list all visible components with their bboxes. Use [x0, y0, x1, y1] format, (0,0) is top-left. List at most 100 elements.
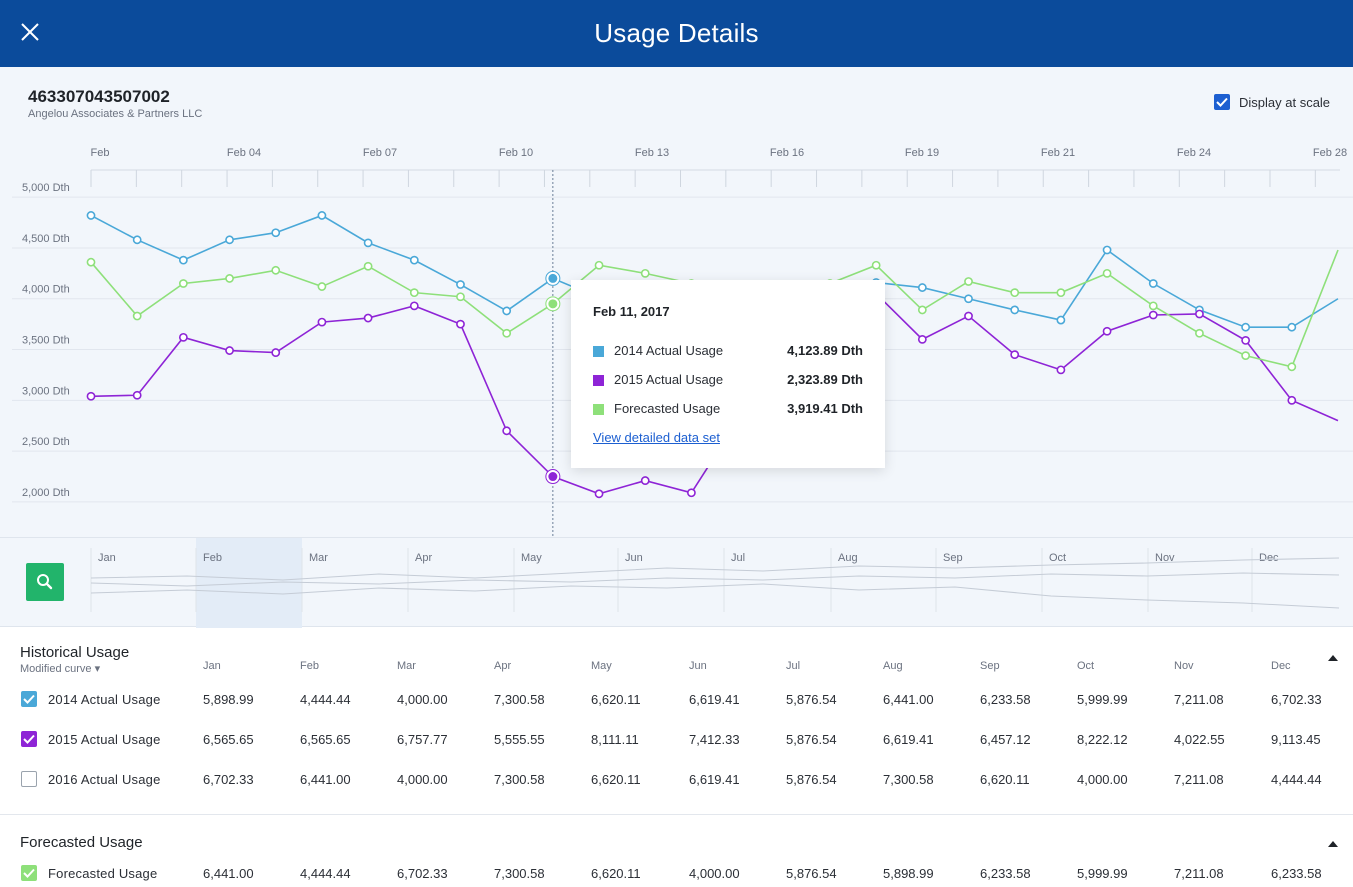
data-point[interactable]	[917, 305, 927, 315]
data-point[interactable]	[86, 257, 96, 267]
data-point[interactable]	[1102, 245, 1112, 255]
data-point[interactable]	[546, 470, 560, 484]
data-point[interactable]	[1287, 362, 1297, 372]
y-tick-label: 3,500 Dth	[22, 335, 70, 347]
tooltip-label-2015: 2015 Actual Usage	[614, 372, 724, 387]
navigator-month-label: Aug	[838, 552, 858, 564]
range-navigator[interactable]: Jan Feb Mar Apr May Jun Jul Aug Sep Oct Nov Dec	[0, 537, 1353, 628]
table-cell: 4,000.00	[689, 866, 740, 881]
data-point[interactable]	[594, 489, 604, 499]
data-point[interactable]	[225, 235, 234, 245]
data-point[interactable]	[456, 319, 465, 329]
data-point[interactable]	[86, 391, 96, 401]
zoom-button[interactable]	[26, 563, 64, 601]
data-point[interactable]	[546, 297, 560, 311]
collapse-historical-icon[interactable]	[1328, 655, 1338, 661]
data-point[interactable]	[1195, 309, 1204, 319]
data-point[interactable]	[1056, 288, 1066, 298]
collapse-forecasted-icon[interactable]	[1328, 841, 1338, 847]
tooltip-row-forecast: Forecasted Usage 3,919.41 Dth	[593, 400, 863, 418]
data-point[interactable]	[1010, 305, 1020, 315]
data-point[interactable]	[964, 294, 973, 304]
table-cell: 6,702.33	[203, 772, 254, 787]
row-checkbox-2[interactable]	[21, 771, 37, 787]
data-point[interactable]	[363, 261, 373, 271]
data-point[interactable]	[1241, 335, 1251, 345]
row-checkbox-1[interactable]	[21, 731, 37, 747]
data-point[interactable]	[1148, 301, 1158, 311]
data-point[interactable]	[1287, 322, 1297, 332]
data-point[interactable]	[1241, 322, 1251, 332]
data-point[interactable]	[317, 317, 327, 327]
data-point[interactable]	[964, 277, 973, 286]
row-label: Forecasted Usage	[48, 866, 158, 881]
month-header: Dec	[1271, 660, 1291, 672]
data-point[interactable]	[456, 292, 465, 302]
table-cell: 8,111.11	[591, 732, 639, 747]
data-point[interactable]	[225, 274, 234, 283]
x-tick-label: Feb 21	[1041, 147, 1075, 159]
data-point[interactable]	[687, 488, 696, 498]
historical-usage-title: Historical Usage	[20, 644, 130, 661]
data-point[interactable]	[917, 334, 927, 344]
y-tick-label: 4,500 Dth	[22, 233, 70, 245]
data-point[interactable]	[178, 279, 188, 288]
data-point[interactable]	[594, 260, 604, 270]
data-point[interactable]	[640, 268, 650, 278]
modified-curve-dropdown[interactable]: Modified curve ▾	[20, 663, 101, 675]
table-cell: 6,441.00	[300, 772, 351, 787]
data-point[interactable]	[317, 211, 327, 220]
data-point[interactable]	[1287, 395, 1297, 405]
navigator-overview-line	[90, 572, 1340, 587]
data-point[interactable]	[502, 306, 512, 316]
data-point[interactable]	[409, 255, 419, 265]
data-point[interactable]	[502, 426, 512, 436]
data-point[interactable]	[317, 282, 327, 291]
check-icon	[23, 694, 35, 704]
data-point[interactable]	[917, 283, 927, 292]
data-point[interactable]	[225, 346, 234, 355]
data-point[interactable]	[1056, 365, 1066, 375]
x-tick-label: Feb 19	[905, 147, 939, 159]
data-point[interactable]	[132, 235, 142, 245]
navigator-chart[interactable]: Jan Feb Mar Apr May Jun Jul Aug Sep Oct Nov Dec	[0, 538, 1353, 628]
data-point[interactable]	[871, 260, 881, 270]
data-point[interactable]	[1241, 351, 1251, 361]
data-point[interactable]	[132, 390, 142, 400]
table-cell: 5,999.99	[1077, 692, 1128, 707]
navigator-month-label: Jun	[625, 552, 643, 564]
data-point[interactable]	[1102, 268, 1112, 278]
data-point[interactable]	[640, 476, 650, 485]
row-checkbox-0[interactable]	[21, 691, 37, 707]
tooltip-swatch-2015	[593, 375, 604, 386]
data-point[interactable]	[363, 313, 373, 323]
data-point[interactable]	[271, 265, 281, 275]
data-point[interactable]	[1148, 310, 1158, 320]
data-point[interactable]	[546, 271, 560, 285]
data-point[interactable]	[502, 328, 512, 338]
row-checkbox-0[interactable]	[21, 865, 37, 881]
data-point[interactable]	[1148, 279, 1158, 288]
close-button[interactable]	[16, 18, 46, 48]
view-detailed-data-link[interactable]: View detailed data set	[593, 430, 720, 445]
data-point[interactable]	[132, 311, 142, 321]
data-point[interactable]	[363, 238, 373, 248]
data-point[interactable]	[271, 348, 281, 357]
data-point[interactable]	[178, 255, 188, 265]
data-point[interactable]	[1102, 326, 1112, 336]
display-at-scale-toggle[interactable]: Display at scale	[1214, 94, 1330, 110]
data-point[interactable]	[409, 301, 419, 311]
data-point[interactable]	[1010, 288, 1020, 298]
data-point[interactable]	[271, 228, 281, 238]
month-header: Oct	[1077, 660, 1095, 672]
data-point[interactable]	[964, 311, 973, 321]
data-point[interactable]	[456, 280, 465, 289]
data-point[interactable]	[178, 332, 188, 342]
data-point[interactable]	[1010, 350, 1020, 360]
display-at-scale-checkbox[interactable]	[1214, 94, 1230, 110]
data-point[interactable]	[409, 288, 419, 298]
data-point[interactable]	[1056, 315, 1066, 325]
data-point[interactable]	[1195, 328, 1204, 338]
data-point[interactable]	[86, 211, 96, 220]
table-cell: 5,898.99	[203, 692, 254, 707]
